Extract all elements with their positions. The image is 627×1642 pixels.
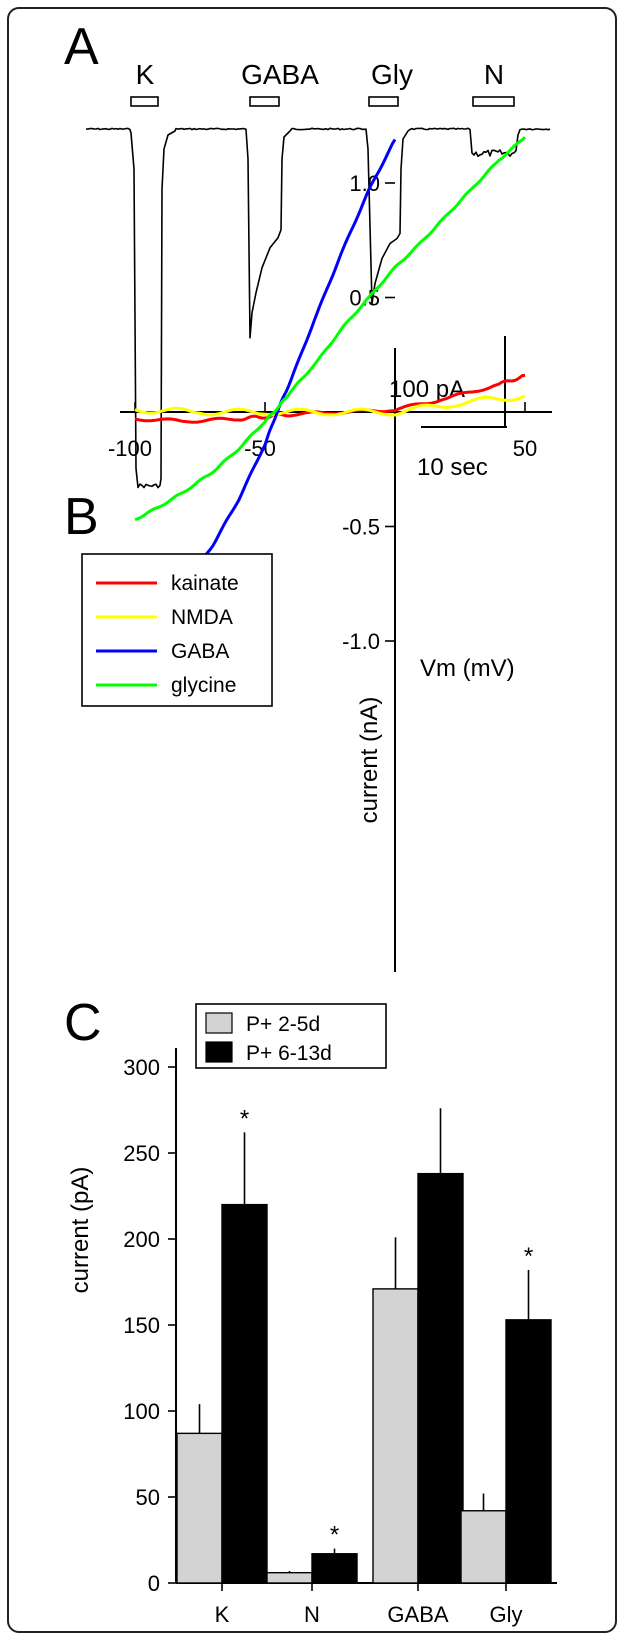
bar-n-p6-13d [311, 1553, 358, 1584]
bar-gly-p6-13d [505, 1319, 552, 1584]
bar-gly-p2-5d [460, 1510, 507, 1584]
y-tick-label: 0 [148, 1571, 160, 1596]
panel-c: C 0 50 100 150 200 250 300 K N GABA Gly * * * P+ 2-5… [64, 994, 557, 1627]
panel-a: A K GABA Gly N 100 pA 10 sec [64, 18, 551, 489]
stimulus-bar-gaba [249, 96, 280, 107]
x-axis-label: Vm (mV) [420, 655, 515, 682]
x-tick-label: 50 [513, 436, 537, 461]
legend-label: GABA [171, 640, 229, 663]
bar-k-p6-13d [221, 1203, 268, 1584]
y-tick-label: -1.0 [342, 629, 380, 654]
current-trace [85, 127, 551, 489]
series-line-nmda [134, 394, 526, 417]
y-tick-label: 250 [123, 1141, 160, 1166]
legend-swatch [205, 1041, 233, 1063]
significance-marker: * [524, 1243, 533, 1270]
y-tick-label: 50 [136, 1485, 160, 1510]
legend-label: P+ 6-13d [246, 1042, 332, 1065]
panel-label-c: C [64, 994, 102, 1052]
stimulus-bar-k [130, 96, 159, 107]
x-tick-label: Gly [490, 1602, 523, 1627]
stimulus-label-gly: Gly [371, 59, 413, 90]
y-tick-label: 300 [123, 1055, 160, 1080]
legend-swatch [205, 1012, 233, 1034]
series-line-glycine [134, 136, 527, 522]
significance-marker: * [240, 1105, 249, 1132]
legend-label: kainate [171, 572, 239, 595]
bar-gaba-p6-13d [417, 1172, 464, 1584]
stimulus-label-k: K [136, 59, 155, 90]
x-tick-label: GABA [387, 1602, 448, 1627]
bar-n-p2-5d [266, 1571, 313, 1584]
y-tick-label: 100 [123, 1399, 160, 1424]
legend [81, 553, 273, 707]
legend-label: P+ 2-5d [246, 1013, 320, 1036]
panel-label-b: B [64, 488, 99, 546]
y-tick-label: 200 [123, 1227, 160, 1252]
y-axis-label: current (pA) [67, 1167, 94, 1294]
stimulus-bar-n [472, 96, 515, 107]
bar-k-p2-5d [176, 1432, 223, 1584]
x-tick-label: N [304, 1602, 320, 1627]
y-tick-label: 150 [123, 1313, 160, 1338]
panel-label-a: A [64, 18, 99, 76]
y-tick-label: -0.5 [342, 515, 380, 540]
scalebar-current-label: 100 pA [389, 376, 465, 403]
stimulus-label-gaba: GABA [241, 59, 319, 90]
x-tick-label: -100 [108, 436, 152, 461]
stimulus-bar-gly [368, 96, 399, 107]
legend-label: NMDA [171, 606, 233, 629]
significance-marker: * [330, 1522, 339, 1549]
bar-gaba-p2-5d [372, 1288, 419, 1584]
figure-frame [7, 7, 617, 1633]
panel-b: B -100 -50 50-1.0-0.50.51.0 kainateNMDAGAB… [64, 136, 552, 972]
stimulus-label-n: N [484, 59, 504, 90]
y-axis-label: current (nA) [356, 697, 383, 824]
y-tick-label: 1.0 [349, 171, 380, 196]
x-tick-label: K [215, 1602, 230, 1627]
legend-label: glycine [171, 674, 236, 697]
scalebar-time-label: 10 sec [417, 454, 488, 481]
